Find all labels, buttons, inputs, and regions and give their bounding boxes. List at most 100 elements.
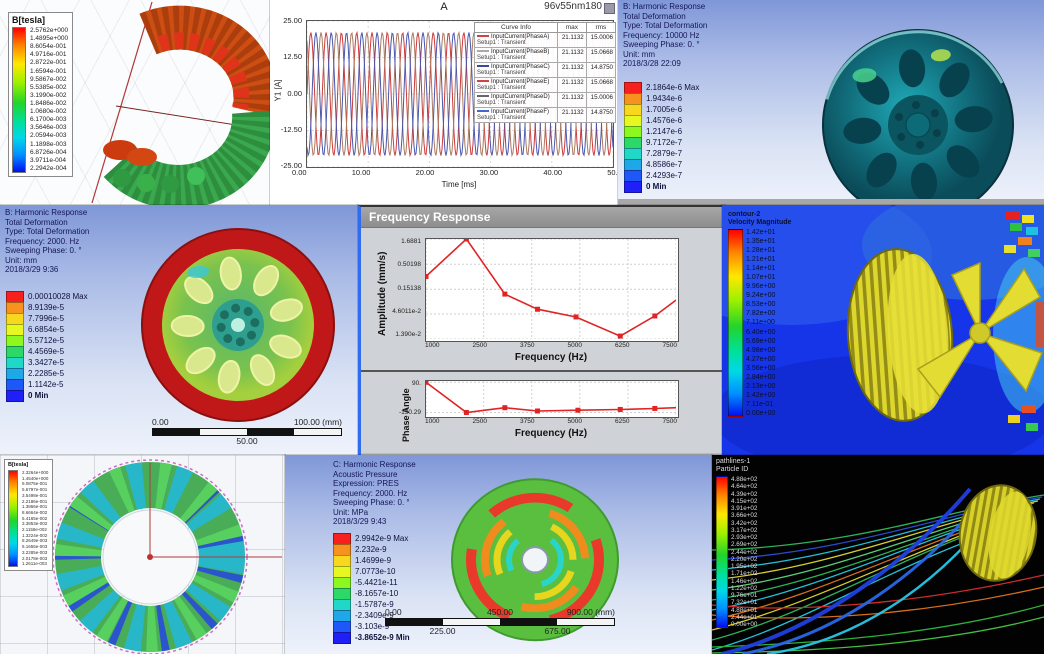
legend-row[interactable]: InputCurrent(PhaseA) Setup1 : Transient 2… [474,32,617,48]
colorbar-value: -3.8652e-9 Min [355,633,410,642]
ruler-label: 0.00 [152,417,169,427]
colorbar-value: 9.0875e-001 [22,481,48,487]
colorbar-chip [333,631,351,644]
phase-curve [426,381,676,415]
curve-name: InputCurrent(PhaseA) [491,34,550,40]
hub-bolts [895,101,941,149]
legend-row[interactable]: InputCurrent(PhaseF) Setup1 : Transient 2… [474,107,617,123]
curve-info-legend: Curve Info max rms InputCurrent(PhaseA) S… [474,22,617,123]
panel-cfd-velocity-contour: contour-2 Velocity Magnitude 1.42e+01 1.3… [721,204,1044,456]
y-axis-ticks: 25.00 12.50 0.00 -12.50 -25.00 [276,16,302,170]
colorbar-value: 2.9942e-9 Max [355,534,409,543]
colorbar-value: 2.2186e-001 [22,498,48,504]
header-line: B: Harmonic Response [623,2,706,11]
colorbar-value: -2.3409e-9 [355,611,394,620]
window-icon[interactable] [604,3,615,14]
window-titlebar[interactable]: Frequency Response [361,207,725,228]
colorbar-value: 2.5762e+000 [30,27,69,34]
legend-subtitle: Velocity Magnitude [728,219,792,226]
colorbar-value: 7.32e+01 [731,599,758,607]
pathlines-viewport[interactable] [712,455,1044,654]
colorbar-value: 4.8586e-7 [646,160,683,169]
curve-max: 21.1132 [557,47,587,63]
deformation-patch [852,68,877,83]
legend-row[interactable]: InputCurrent(PhaseD) Setup1 : Transient 2… [474,92,617,108]
disc-3d-viewport[interactable] [285,455,712,650]
colorbar-value: 2.1158e-002 [22,527,47,533]
colorbar-value: 1.42e+01 [746,229,776,236]
header-line: Unit: MPa [333,507,369,517]
colorbar-value: 5.69e+00 [746,337,776,345]
colorbar-value: 9.5867e-002 [30,75,67,83]
coil-hotspots [157,32,250,110]
colorbar-value: 1.4576e-6 [646,116,683,125]
pane-splitter[interactable] [361,370,725,372]
ruler-label: 0.00 [385,607,402,617]
window-title: Frequency Response [369,210,491,224]
colorbar-value: 1.2611e-003 [22,561,47,567]
phase-xticks: 1000 2500 3750 5000 6250 7500 [425,418,677,425]
rotor-ring-blue [55,462,245,652]
colorbar-row: 1.4576e-6 [624,114,699,127]
coil-end-winding [161,175,179,193]
phase-plot-area[interactable] [425,380,679,418]
header-line: Sweeping Phase: 0. ° [333,498,410,507]
colorbar-value: 1.46e+02 [731,577,758,585]
colorbar-value: 1.07e+01 [746,274,776,282]
rotor-field-viewport[interactable] [0,455,285,654]
colorbar-value: 7.0773e-10 [355,567,396,576]
amplitude-xticks: 1000 2500 3750 5000 6250 7500 [425,342,677,349]
colorbar-value: 5.5712e-5 [28,336,65,345]
colorbar-value: 4.88e+02 [731,476,758,483]
wheel-3d-viewport[interactable] [618,0,1044,205]
panel-maxwell-rotor: B[tesla] 2.3264e+000 1.4540e+000 9.0875e-0… [0,454,286,654]
colorbar-value: 0.00e+00 [746,409,776,417]
header-line: Sweeping Phase: 0. ° [5,246,82,255]
curve-swatch [477,95,489,98]
colorbar-value: 7.2879e-7 [646,149,683,158]
colorbar-value: 2.69e+02 [731,541,758,549]
coil-3d-viewport[interactable] [0,0,270,205]
result-colorbar: 2.1864e-6 Max 1.9434e-6 1.7005e-6 1.4576… [624,81,700,193]
panel-harmonic-response-2000: B: Harmonic Response Total Deformation Typ… [0,204,359,456]
colorbar-value: 2.13e+00 [746,382,776,390]
colorbar-value: 1.0680e-002 [30,108,67,116]
deformation-patch [930,49,951,62]
colorbar-value: 1.9434e-6 [646,94,683,103]
curve-name: InputCurrent(PhaseC) [491,64,550,70]
colorbar-value: 3.1990e-002 [30,91,67,99]
legend-row[interactable]: InputCurrent(PhaseB) Setup1 : Transient 2… [474,47,617,63]
curve-max: 21.1132 [557,107,587,123]
legend-row[interactable]: InputCurrent(PhaseC) Setup1 : Transient 2… [474,62,617,78]
colorbar-value: 8.9139e-5 [28,303,65,312]
field-legend: B[tesla] 2.5762e+000 1.4895e+000 8.6054e-0… [8,12,74,177]
wheel-3d-viewport[interactable] [0,205,358,455]
header-line: Total Deformation [5,217,68,227]
colorbar-value: 2.1864e-6 Max [646,83,700,92]
colorbar-value: -1.5787e-9 [355,600,394,609]
colorbar-value: 4.88e+01 [731,606,758,614]
colorbar-value: 1.4895e+000 [30,35,69,43]
colorbar-value: 1.1142e-5 [28,380,64,389]
wheel-bore [905,112,931,138]
legend-title: B[tesla] [12,15,46,25]
coil-winding-texture [103,110,270,205]
curve-rms: 15.0006 [585,32,617,48]
colorbar-value: 4.9716e-001 [30,51,67,59]
result-colorbar: 2.9942e-9 Max 2.232e-9 1.4699e-9 7.0773e… [333,532,410,644]
colorbar-value: 1.2147e-6 [646,127,683,136]
curve-max: 21.1132 [557,62,587,78]
colorbar-value: 1.14e+01 [746,265,776,273]
amplitude-plot-area[interactable] [425,238,679,342]
legend-header: rms [585,22,617,33]
colorbar-value: 3.42e+02 [731,519,758,527]
curve-max: 21.1132 [557,77,587,93]
legend-row[interactable]: InputCurrent(PhaseE) Setup1 : Transient 2… [474,77,617,93]
cfd-viewport[interactable] [722,205,1044,455]
header-line: Frequency: 10000 Hz [623,30,700,40]
curve-swatch [477,80,489,83]
colorbar-value: 0.00010028 Max [28,292,88,301]
colorbar-value: 6.1700e-003 [30,116,67,124]
colorbar-row: 1.9434e-6 [624,92,699,105]
colorbar-row: -8.1657e-10 [333,587,410,600]
